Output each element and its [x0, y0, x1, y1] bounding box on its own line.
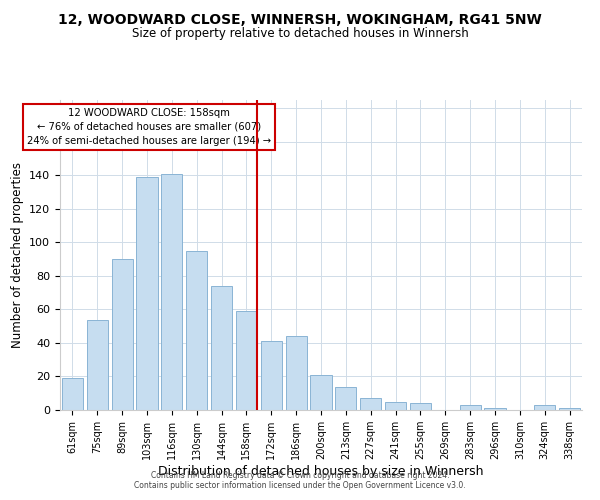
Text: Size of property relative to detached houses in Winnersh: Size of property relative to detached ho… — [131, 28, 469, 40]
Bar — [211, 286, 232, 410]
X-axis label: Distribution of detached houses by size in Winnersh: Distribution of detached houses by size … — [158, 465, 484, 478]
Bar — [286, 336, 307, 410]
Bar — [112, 259, 133, 410]
Text: 12 WOODWARD CLOSE: 158sqm
← 76% of detached houses are smaller (607)
24% of semi: 12 WOODWARD CLOSE: 158sqm ← 76% of detac… — [26, 108, 271, 146]
Bar — [484, 408, 506, 410]
Bar — [136, 177, 158, 410]
Bar — [460, 405, 481, 410]
Bar — [236, 311, 257, 410]
Bar — [534, 405, 555, 410]
Bar — [161, 174, 182, 410]
Bar — [410, 404, 431, 410]
Bar — [186, 251, 207, 410]
Bar — [385, 402, 406, 410]
Bar — [559, 408, 580, 410]
Bar — [335, 386, 356, 410]
Text: Contains HM Land Registry data © Crown copyright and database right 2024.
Contai: Contains HM Land Registry data © Crown c… — [134, 470, 466, 490]
Text: 12, WOODWARD CLOSE, WINNERSH, WOKINGHAM, RG41 5NW: 12, WOODWARD CLOSE, WINNERSH, WOKINGHAM,… — [58, 12, 542, 26]
Bar — [87, 320, 108, 410]
Bar — [310, 375, 332, 410]
Y-axis label: Number of detached properties: Number of detached properties — [11, 162, 23, 348]
Bar — [62, 378, 83, 410]
Bar — [360, 398, 381, 410]
Bar — [261, 342, 282, 410]
